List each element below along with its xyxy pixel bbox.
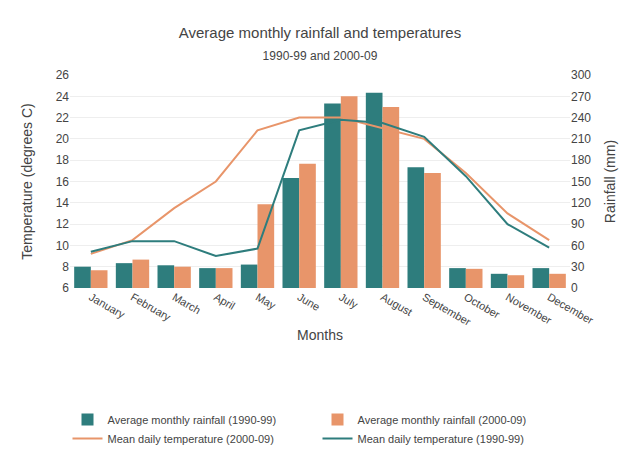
svg-text:May: May (254, 291, 278, 312)
svg-text:8: 8 (62, 260, 69, 274)
svg-text:Rainfall (mm): Rainfall (mm) (602, 140, 618, 223)
svg-text:April: April (212, 291, 237, 312)
svg-text:180: 180 (571, 153, 591, 167)
svg-text:26: 26 (56, 68, 70, 82)
svg-text:90: 90 (571, 217, 585, 231)
svg-text:June: June (295, 291, 322, 313)
svg-text:20: 20 (56, 132, 70, 146)
svg-text:150: 150 (571, 175, 591, 189)
svg-text:Average monthly rainfall (1990: Average monthly rainfall (1990-99) (108, 414, 277, 426)
svg-text:Temperature (degrees C): Temperature (degrees C) (19, 103, 35, 259)
svg-text:16: 16 (56, 175, 70, 189)
svg-text:300: 300 (571, 68, 591, 82)
svg-text:Months: Months (297, 327, 343, 343)
svg-text:60: 60 (571, 239, 585, 253)
svg-text:February: February (129, 291, 174, 324)
svg-text:270: 270 (571, 90, 591, 104)
svg-text:14: 14 (56, 196, 70, 210)
svg-text:March: March (170, 291, 202, 317)
svg-text:January: January (87, 291, 127, 321)
svg-text:December: December (545, 291, 595, 327)
svg-text:July: July (337, 291, 360, 311)
svg-text:1990-99 and 2000-09: 1990-99 and 2000-09 (263, 49, 378, 63)
svg-text:September: September (420, 291, 473, 328)
svg-text:August: August (379, 291, 415, 319)
svg-text:0: 0 (571, 281, 578, 295)
svg-text:November: November (504, 291, 554, 327)
svg-text:October: October (462, 291, 502, 321)
svg-text:18: 18 (56, 153, 70, 167)
svg-text:240: 240 (571, 111, 591, 125)
svg-text:Mean daily temperature (1990-9: Mean daily temperature (1990-99) (358, 433, 524, 445)
svg-text:Average monthly rainfall (2000: Average monthly rainfall (2000-09) (358, 414, 527, 426)
svg-text:22: 22 (56, 111, 70, 125)
svg-text:120: 120 (571, 196, 591, 210)
svg-text:210: 210 (571, 132, 591, 146)
svg-text:12: 12 (56, 217, 70, 231)
svg-text:10: 10 (56, 239, 70, 253)
svg-text:Mean daily temperature (2000-0: Mean daily temperature (2000-09) (108, 433, 274, 445)
svg-text:Average monthly rainfall and t: Average monthly rainfall and temperature… (179, 24, 461, 41)
svg-text:6: 6 (62, 281, 69, 295)
svg-text:24: 24 (56, 90, 70, 104)
svg-text:30: 30 (571, 260, 585, 274)
